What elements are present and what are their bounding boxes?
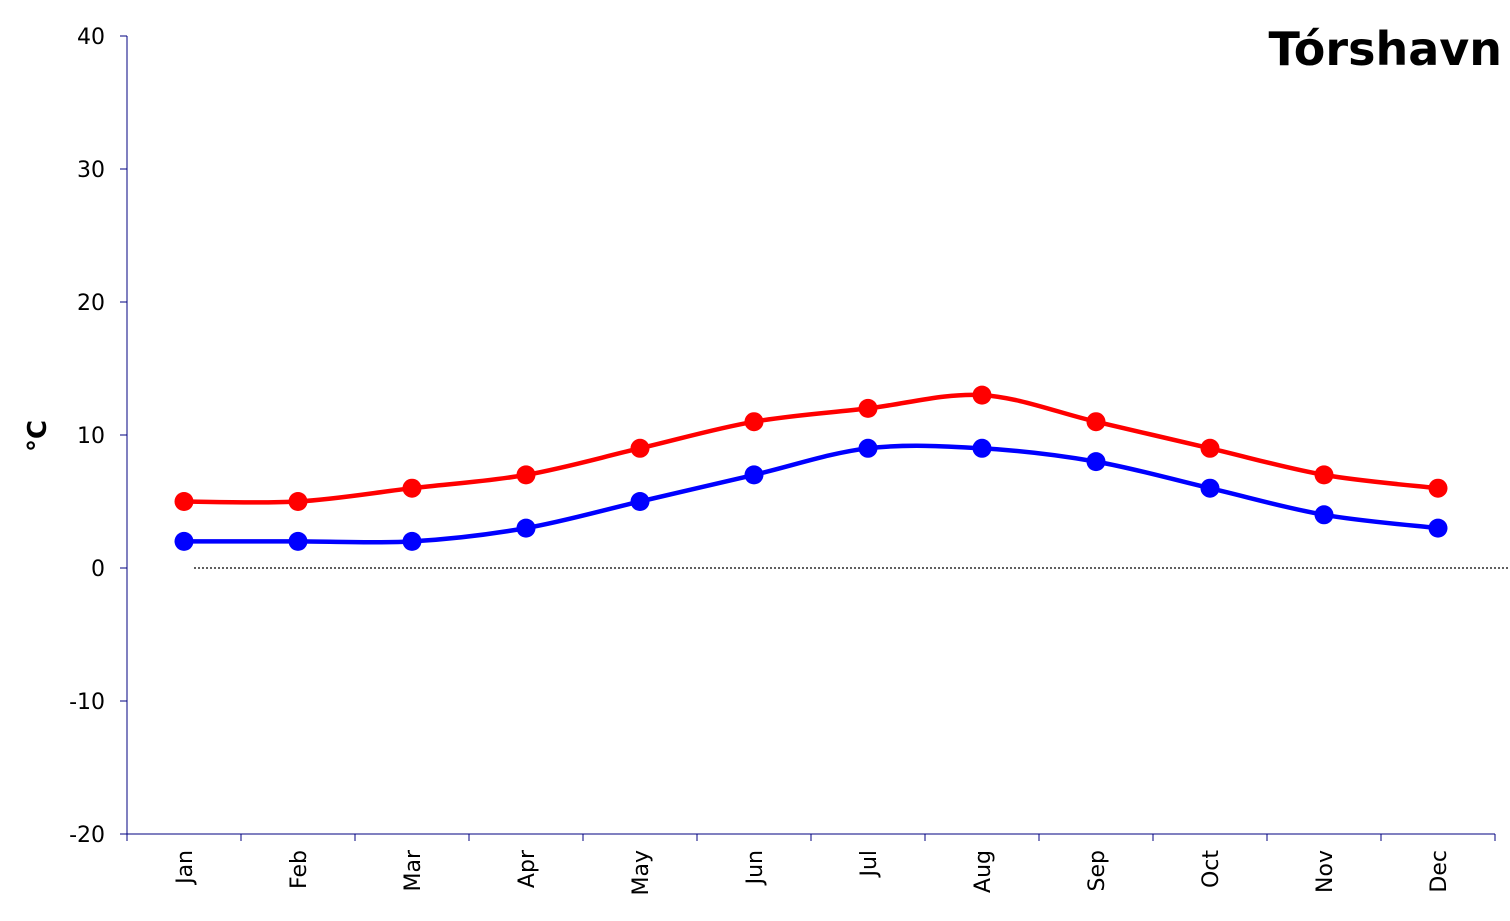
data-point [174,492,194,511]
data-point [1314,505,1334,525]
x-tick-label: Mar [401,849,426,891]
y-axis-title: °C [23,420,53,452]
chart-title: Tórshavn [1269,22,1502,76]
data-point [402,531,422,551]
data-point [1086,412,1106,432]
data-point [288,531,308,551]
y-tick-label: 20 [77,291,105,316]
data-point [288,492,308,511]
data-point [1314,465,1334,485]
data-point [744,412,764,432]
y-tick-label: 0 [91,557,105,582]
data-point [1428,518,1448,538]
x-tick-label: May [629,850,654,895]
data-point [1086,452,1106,472]
axes: 40 30 20 10 0 -10 -20 Jan Feb Mar Apr May Jun Jul Aug S… [69,25,1496,895]
data-point [744,465,764,485]
data-point [174,531,194,551]
y-tick-label: -20 [69,823,105,848]
x-tick-label: Feb [287,850,312,889]
data-point [1200,438,1220,458]
x-tick-label: Oct [1199,850,1224,888]
x-tick-label: Apr [515,849,540,888]
data-point [1428,478,1448,498]
data-point [972,438,992,458]
series-line [183,392,1439,505]
x-tick-label: Nov [1313,850,1338,893]
y-axis-title-group: °C [23,420,53,452]
series-0 [174,385,1448,511]
series-1 [174,438,1448,551]
y-tick-label: 10 [77,424,105,449]
y-tick-label: 40 [77,25,105,50]
data-point [516,518,536,538]
data-point [630,492,650,511]
data-point [516,465,536,485]
x-tick-label: Aug [971,850,996,893]
x-tick-label: Sep [1085,850,1110,891]
series-group [174,385,1448,551]
y-tick-label: -10 [69,690,105,715]
x-tick-label: Jan [173,850,198,886]
x-tick-label: Dec [1427,850,1452,893]
data-point [630,438,650,458]
data-point [972,385,992,405]
y-tick-label: 30 [77,158,105,183]
data-point [858,438,878,458]
data-point [402,478,422,498]
x-tick-label: Jun [743,850,768,886]
x-tick-label: Jul [857,850,882,879]
series-line [184,443,1439,545]
data-point [858,398,878,418]
data-point [1200,478,1220,498]
